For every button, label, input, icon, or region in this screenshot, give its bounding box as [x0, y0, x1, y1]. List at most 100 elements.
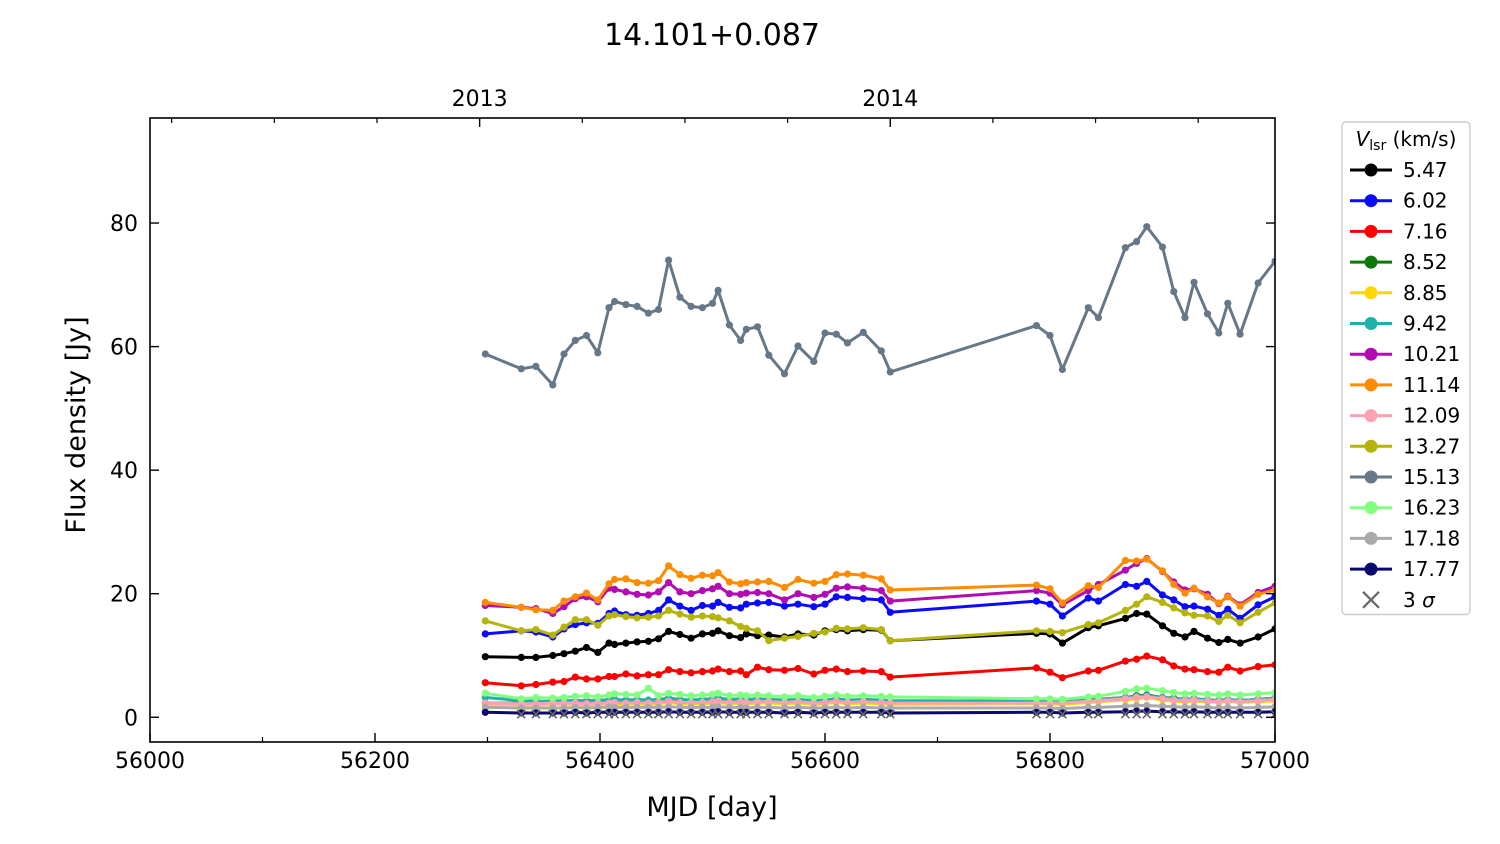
data-point [821, 329, 829, 337]
data-point [1032, 708, 1041, 716]
data-point [1236, 667, 1244, 675]
data-point [1181, 665, 1189, 673]
data-point [1181, 708, 1189, 716]
sigma3-marker [697, 709, 707, 719]
data-point [810, 357, 818, 365]
data-point [622, 670, 630, 678]
data-point [582, 692, 591, 700]
data-point [1133, 600, 1141, 608]
data-point [622, 708, 630, 716]
data-point [737, 604, 745, 612]
data-point [605, 672, 613, 681]
data-point [676, 293, 684, 301]
sigma3-marker [885, 709, 895, 719]
data-point [859, 328, 867, 336]
sigma3-marker [664, 709, 674, 719]
legend-marker [1364, 439, 1378, 453]
sigma3-marker [1157, 709, 1168, 719]
data-point [1121, 695, 1129, 703]
data-point [765, 666, 773, 674]
data-point [571, 593, 579, 601]
data-point [765, 692, 773, 700]
data-point [571, 708, 579, 716]
data-point [1190, 689, 1198, 697]
data-point [676, 668, 684, 676]
data-point [780, 596, 789, 604]
y-tick-label: 20 [110, 583, 138, 608]
data-point [1094, 666, 1102, 674]
data-point [611, 575, 619, 584]
data-point [1190, 602, 1198, 610]
sigma3-marker [593, 709, 603, 719]
sigma3-marker [842, 709, 853, 719]
data-point [708, 299, 717, 307]
data-point [698, 612, 707, 620]
sigma3-marker [779, 709, 790, 719]
data-point [654, 708, 663, 716]
sigma3-marker [610, 709, 620, 719]
legend-label: 10.21 [1403, 342, 1460, 366]
data-point [1143, 223, 1151, 231]
sigma3-marker [809, 709, 819, 719]
data-point [714, 665, 722, 673]
data-point [765, 351, 773, 359]
data-point [742, 589, 750, 597]
data-point [549, 678, 557, 686]
data-point [737, 634, 745, 642]
data-point [737, 590, 745, 598]
data-point [582, 643, 591, 652]
series-11-14 [481, 555, 1275, 615]
sigma3-marker [686, 709, 696, 719]
sigma3-marker [1223, 709, 1233, 719]
data-point [725, 632, 734, 640]
legend-entry-5-47: 5.47 [1350, 158, 1448, 182]
data-point [832, 330, 840, 338]
data-point [571, 336, 579, 344]
data-point [571, 673, 579, 681]
data-point [1158, 243, 1167, 251]
legend-entry-8-52: 8.52 [1350, 250, 1448, 274]
data-point [810, 670, 818, 678]
data-point [1203, 605, 1212, 613]
data-point [832, 665, 840, 673]
data-point [644, 684, 653, 692]
data-point [859, 595, 867, 603]
data-point [698, 587, 707, 595]
data-point [687, 708, 695, 716]
data-point [859, 624, 867, 632]
data-point [821, 698, 829, 707]
data-point [532, 362, 540, 370]
chart-title: 14.101+0.087 [604, 18, 820, 53]
data-point [1143, 610, 1151, 618]
data-point [1181, 690, 1189, 698]
data-point [737, 622, 745, 631]
data-point [1046, 695, 1054, 703]
data-point [571, 616, 579, 624]
data-point [859, 584, 867, 592]
data-point [698, 668, 707, 676]
data-point [676, 588, 684, 596]
data-point [859, 698, 867, 706]
data-point [1224, 611, 1232, 619]
data-point [633, 672, 641, 680]
data-point [708, 613, 717, 621]
data-point [481, 653, 489, 661]
data-point [1181, 697, 1189, 705]
data-point [753, 698, 762, 706]
data-point [753, 708, 762, 716]
data-point [549, 606, 557, 615]
data-point [532, 626, 540, 634]
data-point [1190, 278, 1198, 286]
data-point [1271, 625, 1275, 633]
sigma3-marker [1180, 709, 1190, 719]
data-point [1094, 619, 1102, 627]
data-point [665, 606, 673, 615]
data-point [886, 693, 894, 701]
data-point [622, 690, 630, 699]
data-point [1058, 695, 1066, 704]
data-point [698, 601, 707, 610]
data-point [794, 698, 802, 706]
legend-marker [1364, 163, 1378, 177]
data-point [517, 682, 525, 690]
data-point [714, 689, 722, 697]
